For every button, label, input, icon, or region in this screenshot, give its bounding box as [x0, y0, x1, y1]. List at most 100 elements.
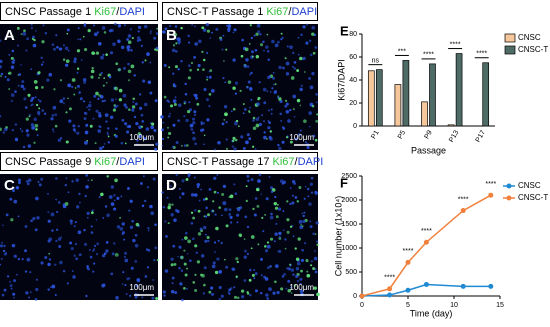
- cell: [25, 291, 29, 295]
- cell: [249, 86, 252, 90]
- cell: [291, 201, 295, 205]
- cell: [137, 132, 141, 136]
- cell: [37, 113, 41, 116]
- cell: [121, 118, 125, 122]
- cell: [214, 213, 217, 216]
- cell: [102, 254, 106, 258]
- cell: [24, 270, 28, 273]
- cell: [115, 127, 118, 130]
- cell: [286, 45, 289, 48]
- cell: [285, 109, 290, 114]
- cell: [314, 138, 318, 142]
- cell: [129, 199, 133, 203]
- cell: [194, 288, 198, 292]
- cell: [270, 212, 273, 216]
- title-part: Ki67: [273, 156, 295, 168]
- cell: [170, 185, 172, 188]
- cell: [25, 180, 29, 183]
- cell: [268, 75, 271, 78]
- cell: [2, 224, 4, 227]
- cell: [232, 31, 235, 34]
- cell: [225, 138, 228, 141]
- cell: [208, 187, 212, 191]
- y-tick-label: 60: [349, 54, 357, 61]
- cell: [75, 205, 80, 209]
- title-part: Ki67: [266, 6, 288, 18]
- cell: [93, 262, 96, 265]
- cell: [216, 173, 219, 176]
- cell: [118, 88, 123, 93]
- cell: [211, 292, 214, 296]
- cell: [103, 99, 107, 102]
- cell: [313, 286, 317, 290]
- cell: [306, 23, 308, 26]
- cell: [141, 61, 144, 64]
- cell: [221, 122, 225, 126]
- cell: [42, 61, 45, 64]
- cell: [248, 110, 251, 113]
- cell: [146, 52, 150, 56]
- cell: [47, 239, 51, 243]
- cell: [88, 108, 91, 111]
- cell: [69, 241, 72, 245]
- cell: [197, 64, 201, 68]
- cell: [281, 36, 284, 39]
- scale-label: 100μm: [129, 283, 154, 292]
- cell: [181, 179, 185, 183]
- cell: [154, 48, 157, 51]
- cell: [40, 56, 43, 59]
- cell: [206, 76, 209, 79]
- cell: [245, 185, 248, 188]
- cell: [56, 228, 59, 231]
- cell: [276, 291, 280, 295]
- cell: [170, 263, 174, 267]
- cell: [139, 182, 143, 185]
- cell: [136, 39, 140, 42]
- cell: [175, 173, 178, 177]
- cell: [13, 296, 15, 299]
- cell: [110, 28, 114, 33]
- cell: [67, 83, 72, 88]
- cell: [1, 293, 5, 297]
- cell: [137, 30, 140, 33]
- cell: [206, 52, 209, 55]
- cell: [187, 34, 190, 38]
- cell: [141, 204, 145, 207]
- cell: [11, 49, 15, 53]
- cell: [233, 183, 236, 186]
- cell: [179, 282, 183, 286]
- cell: [127, 40, 132, 45]
- cell: [48, 258, 52, 261]
- panel-letter: F: [340, 175, 348, 190]
- title-part: CNSC Passage 9: [5, 156, 91, 168]
- cell: [279, 99, 283, 104]
- cell: [161, 137, 165, 141]
- cell: [172, 44, 176, 47]
- cell: [297, 133, 302, 137]
- cell: [208, 290, 212, 294]
- cell: [71, 85, 74, 89]
- cell: [308, 125, 311, 128]
- cell: [163, 294, 166, 297]
- cell: [47, 288, 50, 291]
- cell: [285, 61, 290, 66]
- point: [405, 287, 411, 293]
- cell: [278, 65, 282, 70]
- cell: [258, 81, 261, 84]
- cell: [245, 58, 249, 62]
- cell: [129, 294, 132, 297]
- cell: [123, 255, 126, 258]
- cell: [284, 247, 287, 250]
- cell: [22, 31, 27, 36]
- panel-title: CNSC-T Passage 1 Ki67/DAPI: [167, 6, 317, 18]
- cell: [302, 58, 305, 61]
- cell: [93, 32, 98, 37]
- cell: [126, 45, 130, 50]
- cell: [150, 125, 155, 130]
- sig-label: ****: [485, 181, 496, 188]
- cell: [208, 92, 212, 96]
- cell: [78, 253, 82, 257]
- legend-label: CNSC: [518, 33, 541, 42]
- cell: [101, 99, 105, 103]
- cell: [277, 204, 279, 206]
